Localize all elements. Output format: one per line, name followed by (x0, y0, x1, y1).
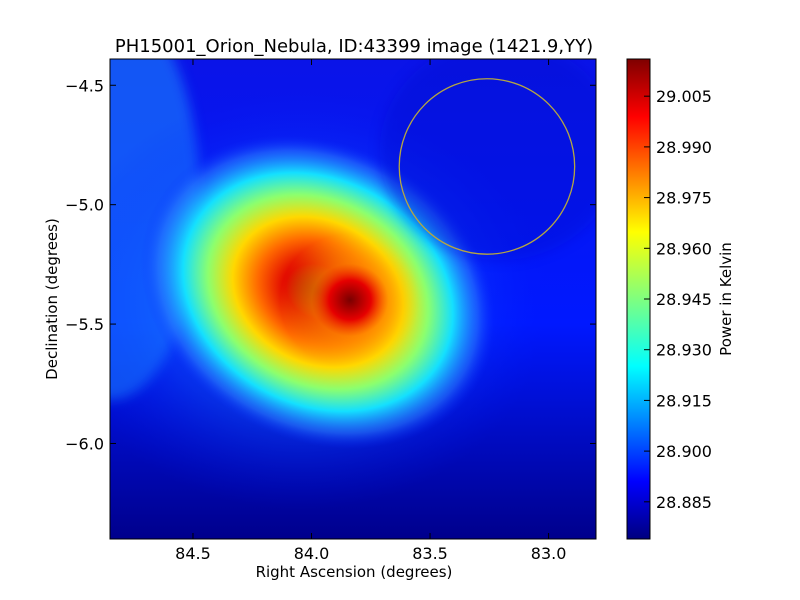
x-tick-label: 83.5 (412, 544, 448, 563)
colorbar-tick-label: 28.975 (656, 189, 712, 208)
colorbar-tick-label: 28.930 (656, 341, 712, 360)
colorbar-tick-label: 29.005 (656, 87, 712, 106)
colorbar-tick-label: 28.990 (656, 138, 712, 157)
colorbar-tick-label: 28.915 (656, 391, 712, 410)
x-tick-label: 84.0 (294, 544, 330, 563)
colorbar-tick-label: 28.885 (656, 493, 712, 512)
y-ticks: −4.5 −5.0 −5.5 −6.0 (65, 76, 596, 453)
colorbar-tick-label: 28.900 (656, 442, 712, 461)
plot-frame (109, 58, 597, 540)
colorbar-ticks: 28.885 28.900 28.915 28.930 28.945 28.960 28.9… (644, 87, 712, 512)
colorbar-tick-label: 28.960 (656, 239, 712, 258)
y-tick-label: −5.0 (65, 196, 104, 215)
heatmap-image (110, 59, 596, 539)
y-tick-label: −5.5 (65, 315, 104, 334)
x-tick-label: 83.0 (531, 544, 567, 563)
colorbar-tick-label: 28.945 (656, 290, 712, 309)
colorbar-label: Power in Kelvin (717, 242, 735, 356)
x-ticks: 84.5 84.0 83.5 83.0 (175, 59, 566, 563)
y-axis-label: Declination (degrees) (43, 218, 61, 380)
region-circle (398, 78, 576, 255)
y-tick-label: −4.5 (65, 76, 104, 95)
marks (398, 78, 576, 255)
y-tick-label: −6.0 (65, 434, 104, 453)
x-tick-label: 84.5 (175, 544, 211, 563)
x-axis-label: Right Ascension (degrees) (256, 563, 453, 581)
chart-title: PH15001_Orion_Nebula, ID:43399 image (14… (115, 36, 593, 57)
